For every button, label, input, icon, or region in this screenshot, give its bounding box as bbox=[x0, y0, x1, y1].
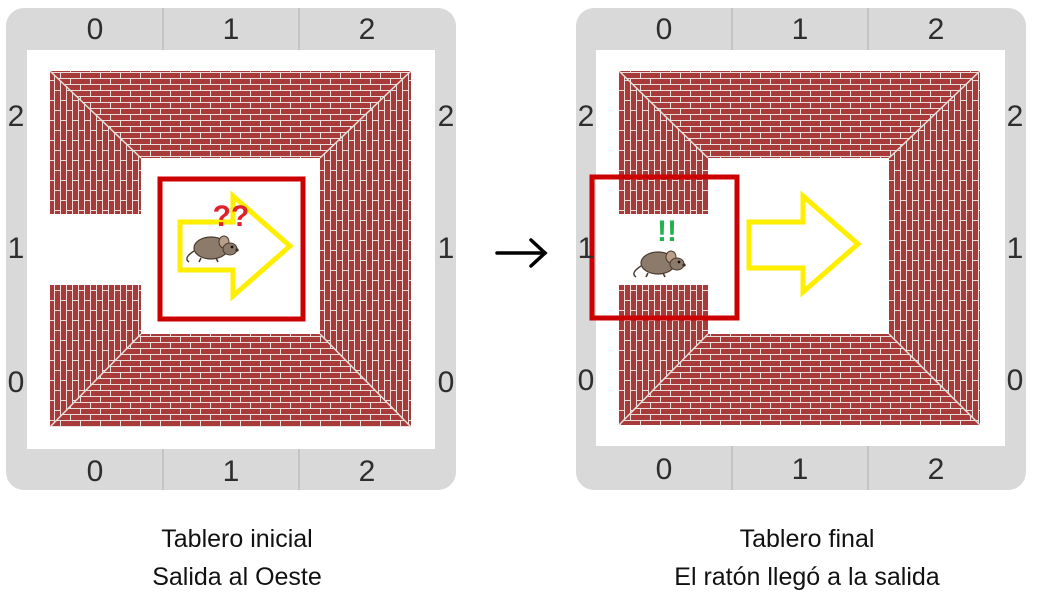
yellow-arrow-icon bbox=[177, 190, 294, 302]
row-label: 0 bbox=[8, 366, 25, 399]
coordinate-labels: 0 1 2 0 1 2 2 1 0 2 1 0 bbox=[8, 13, 455, 488]
row-label: 2 bbox=[8, 100, 25, 133]
col-label: 2 bbox=[359, 13, 376, 46]
caption-title: Tablero inicial bbox=[161, 525, 313, 553]
row-label: 0 bbox=[578, 364, 595, 397]
maze-walls bbox=[596, 70, 981, 426]
right-arrow-icon bbox=[495, 238, 548, 268]
row-label: 2 bbox=[1007, 100, 1024, 133]
col-label: 0 bbox=[656, 13, 673, 46]
coordinate-labels: 0 1 2 0 1 2 2 1 0 2 1 0 bbox=[578, 13, 1024, 486]
col-label: 2 bbox=[359, 455, 376, 488]
col-label: 1 bbox=[223, 455, 240, 488]
mouse-position-highlight bbox=[589, 174, 740, 321]
caption-title: Tablero final bbox=[739, 525, 875, 553]
col-label: 0 bbox=[656, 453, 673, 486]
row-label: 1 bbox=[8, 232, 25, 265]
yellow-arrow-icon bbox=[746, 190, 862, 298]
caption-subtitle: El ratón llegó a la salida bbox=[674, 563, 940, 591]
col-label: 1 bbox=[792, 453, 809, 486]
grid-ticks bbox=[731, 8, 869, 490]
caption-subtitle: Salida al Oeste bbox=[152, 563, 322, 591]
col-label: 1 bbox=[223, 13, 240, 46]
initial-board-caption: Tablero inicial Salida al Oeste bbox=[57, 520, 417, 596]
col-label: 0 bbox=[87, 13, 104, 46]
initial-board: ?? 0 1 2 0 1 2 2 1 0 2 1 0 bbox=[6, 8, 456, 490]
confused-marks: ?? bbox=[213, 200, 250, 233]
success-marks: !! bbox=[657, 215, 677, 248]
mouse-position-highlight bbox=[157, 176, 306, 322]
row-label: 2 bbox=[578, 100, 595, 133]
row-label: 1 bbox=[1007, 232, 1024, 265]
row-label: 0 bbox=[1007, 364, 1024, 397]
col-label: 2 bbox=[928, 453, 945, 486]
final-board: !! 0 1 2 0 1 2 2 1 0 2 1 0 bbox=[576, 8, 1026, 490]
col-label: 0 bbox=[87, 455, 104, 488]
row-label: 1 bbox=[438, 232, 455, 265]
row-label: 1 bbox=[578, 232, 595, 265]
final-board-caption: Tablero final El ratón llegó a la salida bbox=[627, 520, 987, 596]
row-label: 0 bbox=[438, 366, 455, 399]
grid-ticks bbox=[162, 8, 300, 490]
col-label: 2 bbox=[928, 13, 945, 46]
col-label: 1 bbox=[792, 13, 809, 46]
row-label: 2 bbox=[438, 100, 455, 133]
maze-walls bbox=[27, 70, 412, 428]
